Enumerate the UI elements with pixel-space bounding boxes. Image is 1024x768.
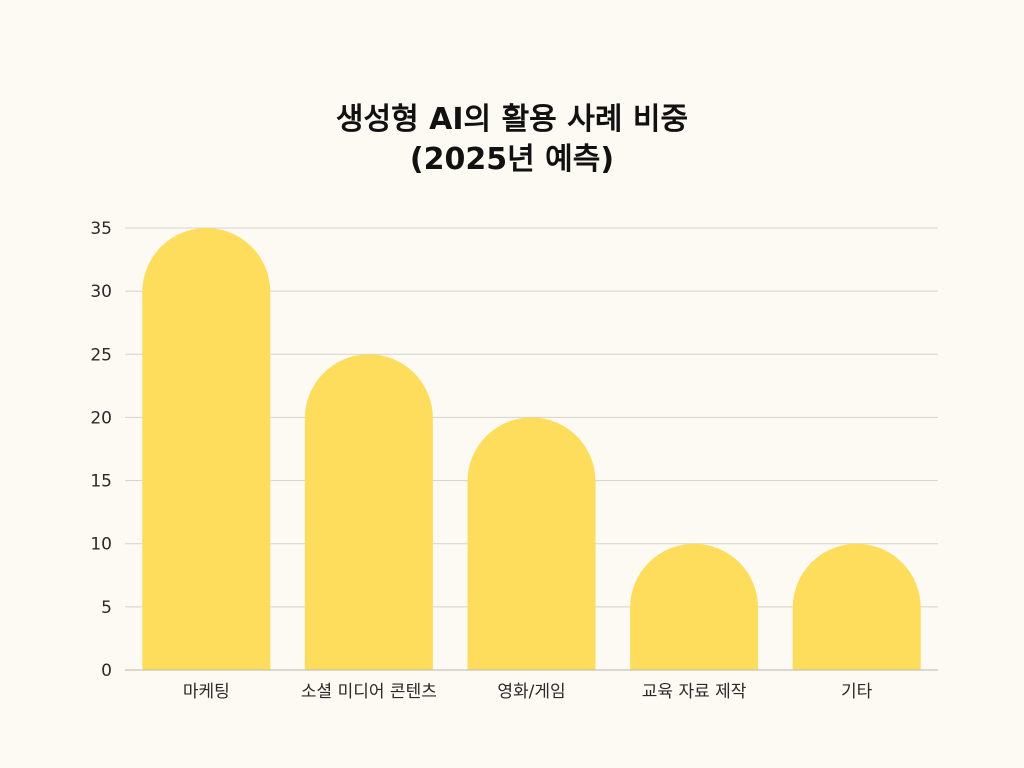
y-tick-label: 25 (90, 345, 112, 365)
bar-4 (630, 543, 759, 670)
y-tick-label: 30 (90, 282, 112, 302)
y-tick-label: 15 (90, 472, 112, 492)
x-category-label: 영화/게임 (497, 682, 565, 702)
y-tick-label: 5 (101, 598, 112, 618)
chart-title: 생성형 AI의 활용 사례 비중 (2025년 예측) (0, 100, 1024, 180)
bar-1 (142, 228, 271, 670)
x-category-label: 마케팅 (183, 682, 230, 702)
y-tick-label: 20 (90, 408, 112, 428)
x-category-label: 교육 자료 제작 (642, 682, 747, 702)
y-tick-label: 10 (90, 535, 112, 555)
bar-5 (792, 543, 921, 670)
x-category-label: 기타 (841, 682, 873, 702)
chart-title-line-1: 생성형 AI의 활용 사례 비중 (335, 102, 689, 137)
x-category-label: 소셜 미디어 콘텐츠 (301, 682, 437, 702)
chart-title-line-2: (2025년 예측) (409, 142, 615, 177)
y-tick-label: 35 (90, 219, 112, 239)
bar-2 (304, 354, 433, 670)
bar-3 (467, 417, 596, 670)
y-tick-label: 0 (101, 661, 112, 681)
